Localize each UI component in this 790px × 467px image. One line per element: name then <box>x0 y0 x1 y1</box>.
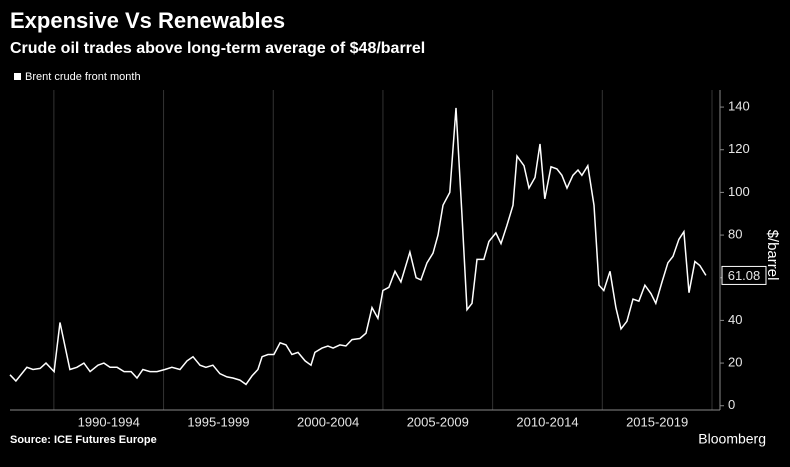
y-tick-label: 120 <box>728 141 750 156</box>
brand: Bloomberg <box>698 431 766 447</box>
y-tick-label: 40 <box>728 312 742 327</box>
legend-swatch <box>14 73 21 80</box>
source: Source: ICE Futures Europe <box>10 434 157 446</box>
x-tick-label: 2000-2004 <box>297 414 359 429</box>
y-tick-label: 100 <box>728 184 750 199</box>
line <box>9 107 707 386</box>
x-tick-label: 2015-2019 <box>626 414 688 429</box>
x-tick-label: 2010-2014 <box>516 414 578 429</box>
y-axis-label: $/barrel <box>764 230 781 281</box>
y-tick-label: 0 <box>728 397 735 412</box>
x-tick-label: 2005-2009 <box>407 414 469 429</box>
value-label: 61.08 <box>728 268 761 283</box>
legend-label: Brent crude front month <box>25 71 141 83</box>
x-tick-label: 1995-1999 <box>187 414 249 429</box>
y-tick-label: 140 <box>728 99 750 114</box>
x-tick-label: 1990-1994 <box>78 414 140 429</box>
chart-title: Expensive Vs Renewables <box>10 8 285 33</box>
y-tick-label: 20 <box>728 355 742 370</box>
chart-subtitle: Crude oil trades above long-term average… <box>10 40 425 57</box>
y-tick-label: 80 <box>728 227 742 242</box>
value-label-box <box>721 265 767 285</box>
